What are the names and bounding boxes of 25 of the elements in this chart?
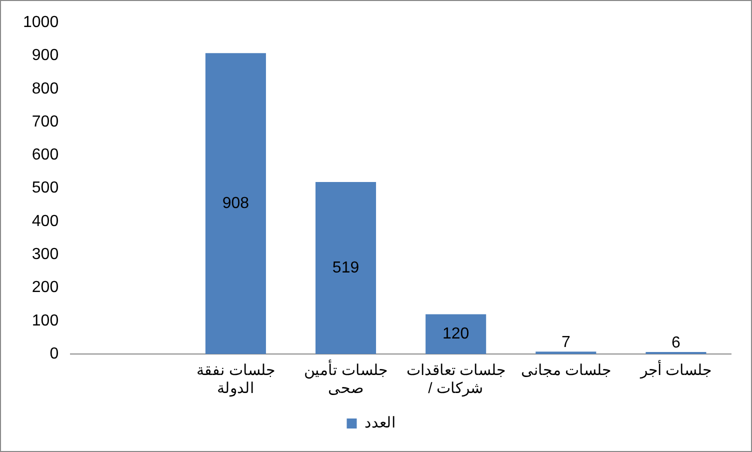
data-label: 6 [672,334,681,352]
x-tick-label: جلسات تعاقدات / شركات [406,362,506,398]
y-tick-label: 900 [32,47,59,64]
x-tick-label: جلسات نفقة الدولة [196,362,275,398]
bar [205,53,266,354]
bar [426,314,486,354]
data-label: 120 [442,326,470,343]
legend-label: العدد [364,414,396,432]
y-tick-label: 400 [32,212,59,230]
y-tick-label: 300 [32,246,59,263]
y-tick-label: 200 [32,279,59,296]
bar [315,182,376,354]
y-tick-label: 600 [32,146,59,164]
data-label: 908 [222,194,250,212]
y-tick-label: 700 [32,113,59,130]
y-tick-label: 100 [32,312,59,330]
y-tick-label: 500 [32,180,59,197]
data-label: 519 [332,259,360,276]
x-tick-label: جلسات تأمين صحى [304,360,388,398]
x-tick-label: جلسات أجر [639,360,712,380]
y-tick-label: 800 [32,80,59,98]
x-tick-label: جلسات مجانى [520,362,611,380]
y-tick-label: 1000 [23,14,59,32]
y-tick-label: 0 [50,345,59,362]
data-label: 7 [561,334,570,352]
